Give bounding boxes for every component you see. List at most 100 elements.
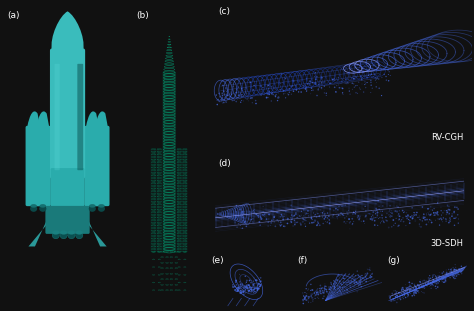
Point	[302, 85, 310, 90]
Point	[440, 208, 448, 213]
Point	[333, 277, 341, 282]
Point	[408, 205, 416, 210]
Point	[398, 287, 406, 292]
Point	[382, 74, 390, 79]
Point	[329, 215, 337, 220]
Point	[441, 276, 448, 281]
Point	[378, 213, 386, 218]
Point	[367, 78, 374, 83]
PathPatch shape	[27, 111, 40, 128]
Polygon shape	[28, 209, 52, 246]
Point	[249, 209, 257, 214]
Point	[245, 283, 253, 288]
Point	[328, 295, 335, 300]
Point	[228, 90, 235, 95]
Point	[414, 289, 421, 294]
Point	[396, 292, 403, 297]
Point	[403, 291, 411, 296]
Point	[255, 281, 263, 286]
Point	[261, 212, 269, 217]
Point	[282, 89, 289, 94]
Point	[436, 279, 443, 284]
Text: (g): (g)	[387, 256, 400, 265]
Point	[346, 281, 354, 286]
Point	[378, 219, 385, 224]
Point	[310, 220, 318, 225]
Point	[302, 218, 310, 223]
Point	[391, 296, 398, 301]
Point	[229, 284, 237, 289]
Point	[325, 216, 332, 221]
Point	[421, 285, 428, 290]
Point	[342, 75, 349, 80]
Point	[415, 214, 423, 219]
Point	[456, 266, 463, 271]
Ellipse shape	[89, 204, 96, 208]
Point	[290, 89, 297, 94]
Point	[334, 80, 342, 85]
Point	[358, 280, 366, 285]
Point	[337, 289, 344, 294]
Point	[451, 267, 458, 272]
Point	[409, 216, 416, 221]
Point	[234, 288, 242, 293]
Point	[232, 289, 240, 294]
Point	[259, 204, 267, 209]
Point	[363, 216, 371, 221]
Point	[448, 270, 456, 275]
Point	[317, 287, 325, 292]
Point	[328, 282, 335, 287]
Point	[254, 281, 261, 286]
Point	[221, 95, 228, 100]
Point	[277, 81, 284, 86]
Point	[235, 221, 242, 226]
Point	[317, 288, 324, 293]
Point	[321, 284, 329, 289]
Point	[330, 280, 337, 285]
Point	[274, 95, 282, 100]
Point	[288, 220, 295, 225]
Point	[303, 89, 310, 94]
Point	[429, 272, 437, 277]
Point	[438, 274, 445, 279]
Point	[318, 81, 326, 86]
Point	[237, 92, 245, 97]
Point	[232, 220, 239, 225]
Point	[238, 289, 246, 294]
Point	[235, 285, 242, 290]
Point	[305, 296, 312, 301]
Point	[320, 91, 328, 95]
Point	[330, 281, 337, 286]
Point	[333, 214, 341, 219]
Point	[253, 285, 261, 290]
Point	[403, 288, 411, 293]
Point	[302, 89, 310, 94]
Point	[368, 208, 375, 213]
Point	[332, 281, 340, 286]
Point	[346, 275, 354, 280]
Point	[291, 222, 299, 227]
Point	[427, 282, 435, 287]
Point	[452, 272, 460, 276]
Point	[300, 296, 308, 301]
Point	[345, 74, 353, 79]
Point	[331, 284, 338, 289]
Point	[279, 217, 287, 222]
Point	[303, 291, 310, 296]
Point	[235, 284, 242, 289]
Point	[308, 294, 315, 299]
Point	[364, 271, 372, 276]
Point	[409, 289, 417, 294]
Point	[246, 285, 254, 290]
Point	[320, 290, 328, 295]
Point	[340, 280, 347, 285]
Point	[254, 213, 262, 218]
Point	[292, 211, 300, 216]
Point	[319, 290, 327, 295]
Point	[419, 280, 427, 285]
Point	[348, 273, 356, 278]
Point	[380, 219, 388, 224]
Point	[385, 209, 393, 214]
Point	[302, 87, 310, 92]
Point	[315, 293, 322, 298]
